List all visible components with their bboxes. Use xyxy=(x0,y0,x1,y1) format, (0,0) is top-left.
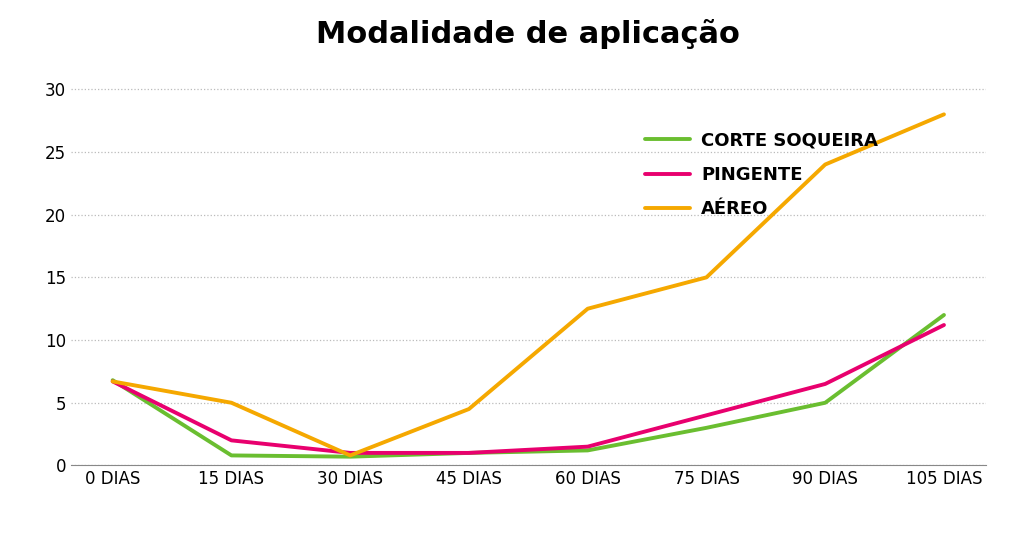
PINGENTE xyxy=(938,322,950,328)
AÉREO xyxy=(107,378,119,385)
Legend: CORTE SOQUEIRA, PINGENTE, AÉREO: CORTE SOQUEIRA, PINGENTE, AÉREO xyxy=(638,124,885,225)
CORTE SOQUEIRA xyxy=(581,447,593,454)
Line: CORTE SOQUEIRA: CORTE SOQUEIRA xyxy=(113,315,944,457)
AÉREO xyxy=(581,305,593,312)
PINGENTE xyxy=(226,437,238,444)
AÉREO xyxy=(344,452,357,458)
CORTE SOQUEIRA xyxy=(938,312,950,318)
CORTE SOQUEIRA xyxy=(107,377,119,384)
PINGENTE xyxy=(700,412,712,418)
AÉREO xyxy=(463,406,475,412)
CORTE SOQUEIRA xyxy=(700,425,712,431)
PINGENTE xyxy=(344,450,357,456)
PINGENTE xyxy=(581,444,593,450)
Line: AÉREO: AÉREO xyxy=(113,114,944,455)
CORTE SOQUEIRA xyxy=(226,452,238,458)
CORTE SOQUEIRA xyxy=(819,400,831,406)
PINGENTE xyxy=(819,381,831,387)
Title: Modalidade de aplicação: Modalidade de aplicação xyxy=(316,19,741,49)
AÉREO xyxy=(938,111,950,118)
Line: PINGENTE: PINGENTE xyxy=(113,325,944,453)
AÉREO xyxy=(819,162,831,168)
CORTE SOQUEIRA xyxy=(463,450,475,456)
PINGENTE xyxy=(107,378,119,385)
AÉREO xyxy=(226,400,238,406)
AÉREO xyxy=(700,274,712,280)
PINGENTE xyxy=(463,450,475,456)
CORTE SOQUEIRA xyxy=(344,454,357,460)
